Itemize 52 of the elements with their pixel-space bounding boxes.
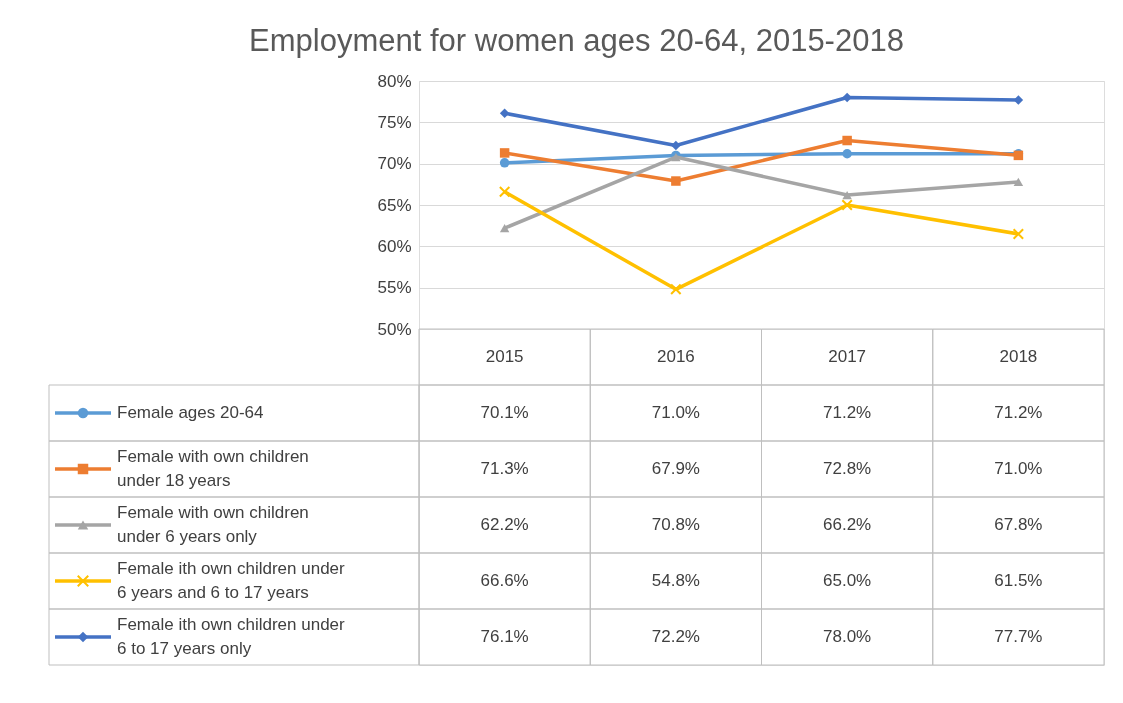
legend-label: Female ith own children under 6 to 17 years only	[117, 615, 346, 658]
point	[498, 186, 511, 198]
point	[842, 190, 852, 200]
point	[499, 224, 510, 233]
data-label: 67.8%	[994, 515, 1043, 534]
point	[841, 199, 853, 211]
point	[499, 158, 510, 168]
point	[842, 135, 852, 146]
x-tick-label: 2015	[485, 347, 524, 366]
point	[1013, 177, 1024, 186]
point	[842, 149, 852, 159]
y-tick-label: 75%	[377, 112, 412, 132]
legend-label: Female ages 20-64	[117, 403, 264, 422]
legend-label: Female ith own children under 6 years and 6 to 17 years	[117, 559, 346, 602]
chart-title: Employment for women ages 20-64, 2015-2018	[249, 22, 904, 58]
point	[670, 283, 682, 296]
point	[671, 176, 681, 186]
data-label: 72.8%	[823, 459, 872, 478]
data-label: 71.2%	[994, 403, 1043, 422]
point	[499, 108, 510, 118]
data-label: 61.5%	[994, 571, 1043, 590]
x-tick-label: 2017	[828, 347, 867, 366]
point	[671, 140, 681, 151]
data-label: 76.1%	[480, 627, 529, 646]
data-label: 72.2%	[651, 627, 700, 646]
y-tick-label: 50%	[377, 319, 412, 339]
y-tick-label: 65%	[377, 195, 412, 215]
x-tick-label: 2018	[999, 347, 1038, 366]
data-label: 71.0%	[994, 459, 1043, 478]
data-label: 78.0%	[823, 627, 872, 646]
data-label: 77.7%	[994, 627, 1043, 646]
y-tick-label: 70%	[377, 154, 412, 174]
data-label: 54.8%	[651, 571, 700, 590]
data-label: 67.9%	[651, 459, 700, 478]
point	[842, 92, 852, 103]
legend-label: Female with own children under 6 years only	[117, 503, 309, 546]
data-label: 70.1%	[480, 403, 529, 422]
data-label: 71.3%	[480, 459, 529, 478]
point	[1012, 228, 1025, 240]
x-tick-label: 2016	[656, 347, 695, 366]
y-tick-label: 80%	[377, 71, 412, 91]
y-tick-label: 60%	[377, 236, 412, 256]
legend-label: Female with own children under 18 years	[117, 447, 309, 490]
data-label: 70.8%	[651, 515, 700, 534]
y-tick-label: 55%	[377, 278, 412, 298]
data-label: 71.2%	[823, 403, 872, 422]
data-label: 65.0%	[823, 571, 872, 590]
data-label: 62.2%	[480, 515, 529, 534]
data-label: 66.2%	[823, 515, 872, 534]
data-label: 66.6%	[480, 571, 529, 590]
data-label: 71.0%	[651, 403, 700, 422]
point	[499, 148, 510, 158]
